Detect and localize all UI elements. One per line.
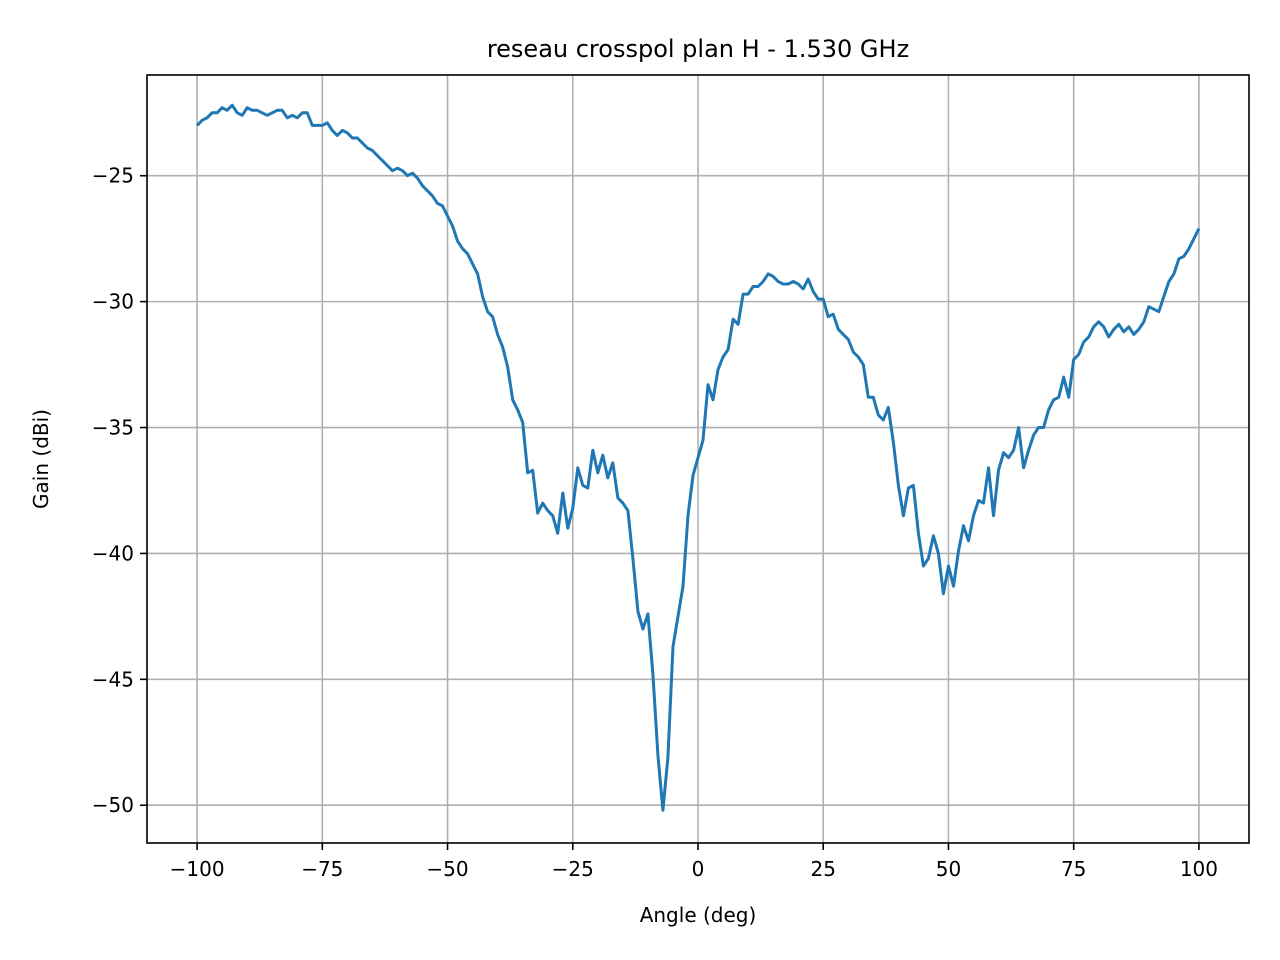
- x-tick-label: 100: [1180, 857, 1218, 881]
- y-axis-label: Gain (dBi): [29, 409, 53, 509]
- x-tick-label: −25: [552, 857, 594, 881]
- x-tick-label: 75: [1061, 857, 1086, 881]
- x-tick-label: −75: [301, 857, 343, 881]
- y-tick-label: −45: [92, 667, 134, 691]
- series-layer: [196, 103, 1201, 812]
- axis-ticks: −100 −75 −50 −25 0 25 50 75 100 −50 −45 −40 −35 −30 −2…: [92, 164, 1218, 881]
- x-axis-label: Angle (deg): [640, 903, 757, 927]
- y-tick-label: −30: [92, 290, 134, 314]
- chart-title: reseau crosspol plan H - 1.530 GHz: [487, 35, 909, 63]
- series-line: [196, 103, 1201, 812]
- y-tick-label: −50: [92, 793, 134, 817]
- y-tick-label: −40: [92, 541, 134, 565]
- y-tick-label: −25: [92, 164, 134, 188]
- x-tick-label: 0: [692, 857, 705, 881]
- x-tick-label: −100: [170, 857, 225, 881]
- x-tick-label: 50: [936, 857, 961, 881]
- x-tick-label: −50: [426, 857, 468, 881]
- y-tick-label: −35: [92, 416, 134, 440]
- x-tick-label: 25: [811, 857, 836, 881]
